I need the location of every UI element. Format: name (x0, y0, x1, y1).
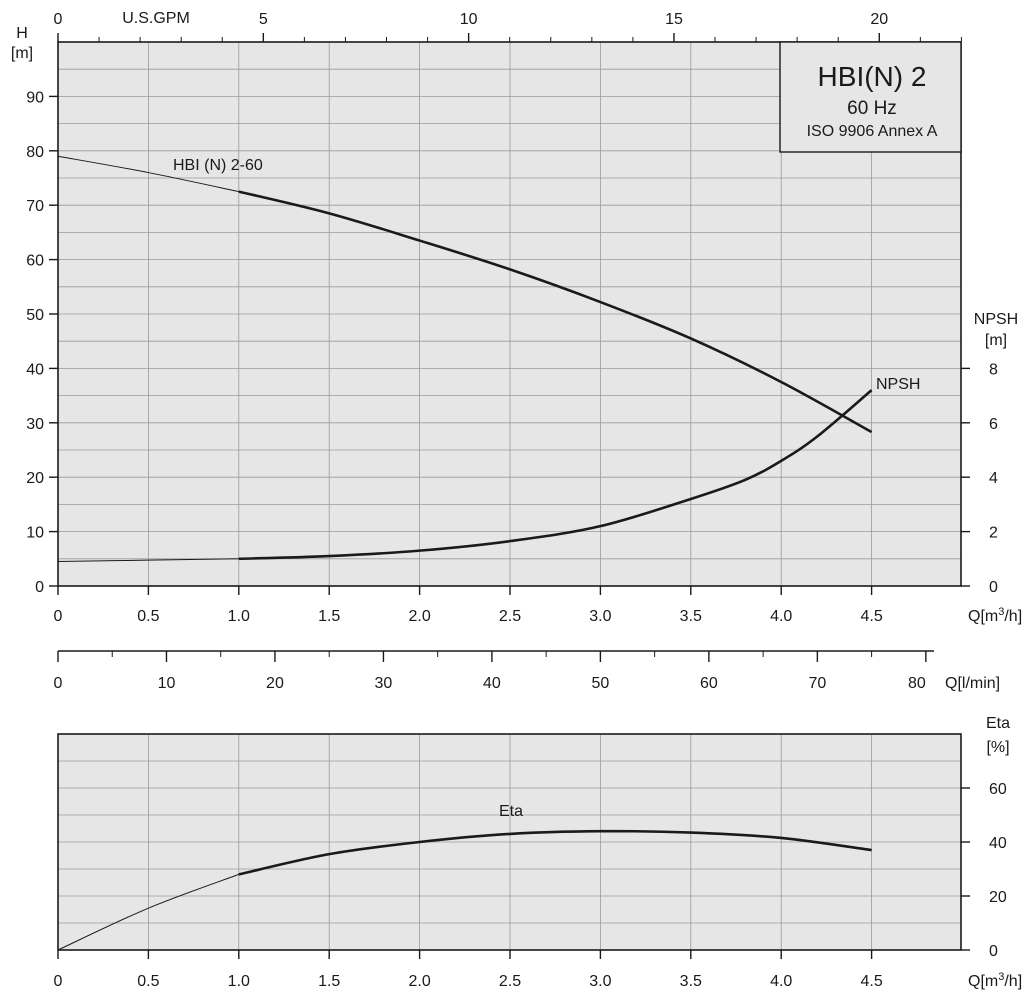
npsh-axis-unit: [m] (985, 332, 1007, 349)
head-x-tick-label: 4.0 (770, 608, 792, 625)
flow-unit-sup: 3 (998, 606, 1004, 618)
head-axes: 0 0.5 1.0 1.5 2.0 2.5 3.0 3.5 4.0 4.5010203040506… (26, 11, 998, 625)
eta-x-tick-label: 4.0 (770, 973, 792, 990)
lmin-tick-label: 10 (158, 675, 176, 692)
eta-x-tick-label: 1.0 (228, 973, 250, 990)
eta-curve (238, 829, 872, 876)
flow-unit-prefix: Q[m (968, 608, 998, 625)
gpm-tick-label: 10 (460, 11, 478, 28)
eta-y-tick-label: 40 (989, 835, 1007, 852)
eta-y-tick-label: 60 (989, 781, 1007, 798)
head-y-tick-label: 30 (26, 416, 44, 433)
head-axis-unit: [m] (11, 45, 33, 62)
npsh-curve-thin (57, 558, 239, 563)
npsh-y-tick-label: 4 (989, 470, 998, 487)
flow-axis-lmin-title: Q[l/min] (945, 675, 1000, 692)
head-x-tick-label: 1.5 (318, 608, 340, 625)
head-x-tick-label: 0.5 (137, 608, 159, 625)
gpm-tick-label: 15 (665, 11, 683, 28)
eta-grid (58, 734, 961, 950)
head-chart: 0 0.5 1.0 1.5 2.0 2.5 3.0 3.5 4.0 4.5010203040506… (11, 10, 1022, 625)
eta-curve-thin (57, 873, 239, 951)
flow-axis-lmin: 0 10 20 30 40 50 60 70 80 Q[l/min] (54, 650, 1000, 692)
head-y-tick-label: 10 (26, 525, 44, 542)
head-y-tick-label: 80 (26, 144, 44, 161)
legend-box: HBI(N) 2 60 Hz ISO 9906 Annex A (779, 41, 962, 153)
eta-x-tick-label: 3.0 (589, 973, 611, 990)
lmin-tick-label: 0 (54, 675, 63, 692)
npsh-curve (238, 389, 873, 561)
legend-box-frame (779, 41, 962, 153)
eta-x-axis-title: Q[m3/h] (968, 971, 1022, 990)
lmin-tick-label: 20 (266, 675, 284, 692)
eta-x-tick-label: 0.5 (137, 973, 159, 990)
eta-flow-unit-prefix: Q[m (968, 973, 998, 990)
eta-axis-unit: [%] (986, 739, 1009, 756)
eta-y-tick-label: 20 (989, 889, 1007, 906)
gpm-tick-label: 0 (54, 11, 63, 28)
lmin-tick-label: 60 (700, 675, 718, 692)
head-curves: HBI (N) 2-60 NPSH (57, 155, 920, 563)
npsh-axis-title: NPSH (974, 311, 1018, 328)
lmin-tick-label: 40 (483, 675, 501, 692)
eta-curves: Eta (57, 803, 872, 951)
eta-axis-title: Eta (986, 715, 1010, 732)
legend-frequency: 60 Hz (847, 98, 897, 119)
eta-y-tick-label: 0 (989, 943, 998, 960)
lmin-tick-label: 30 (375, 675, 393, 692)
eta-x-tick-label: 4.5 (860, 973, 882, 990)
head-y-tick-label: 20 (26, 470, 44, 487)
eta-x-tick-label: 3.5 (680, 973, 702, 990)
eta-axes: 0 0.5 1.0 1.5 2.0 2.5 3.0 3.5 4.0 4.5 0 20 40 60 (54, 781, 1007, 990)
npsh-y-tick-label: 8 (989, 361, 998, 378)
lmin-tick-label: 50 (592, 675, 610, 692)
head-y-tick-label: 70 (26, 198, 44, 215)
lmin-tick-label: 70 (808, 675, 826, 692)
head-curve-label: HBI (N) 2-60 (173, 157, 263, 174)
head-axis-title: H (16, 25, 28, 42)
head-y-tick-label: 0 (35, 579, 44, 596)
npsh-y-tick-label: 6 (989, 416, 998, 433)
head-x-tick-label: 4.5 (860, 608, 882, 625)
lmin-tick-label: 80 (908, 675, 926, 692)
head-x-tick-label: 2.5 (499, 608, 521, 625)
gpm-tick-label: 5 (259, 11, 268, 28)
npsh-curve-label: NPSH (876, 376, 920, 393)
head-y-tick-label: 40 (26, 361, 44, 378)
head-y-tick-label: 60 (26, 253, 44, 270)
flow-unit-suffix: /h] (1004, 608, 1022, 625)
flow-axis-lmin-ticks: 0 10 20 30 40 50 60 70 80 (54, 651, 927, 692)
head-x-tick-label: 3.0 (589, 608, 611, 625)
head-y-tick-label: 50 (26, 307, 44, 324)
head-x-tick-label: 2.0 (408, 608, 430, 625)
eta-x-tick-label: 2.0 (408, 973, 430, 990)
head-curve-thin (57, 155, 239, 193)
eta-flow-unit-sup: 3 (998, 971, 1004, 983)
top-axis-title: U.S.GPM (122, 10, 190, 27)
head-curve (238, 190, 873, 434)
gpm-tick-label: 20 (870, 11, 888, 28)
head-x-axis-title: Q[m3/h] (968, 606, 1022, 625)
head-x-tick-label: 3.5 (680, 608, 702, 625)
legend-model: HBI(N) 2 (818, 61, 927, 92)
npsh-y-tick-label: 2 (989, 525, 998, 542)
eta-x-tick-label: 2.5 (499, 973, 521, 990)
npsh-y-tick-label: 0 (989, 579, 998, 596)
eta-x-tick-label: 1.5 (318, 973, 340, 990)
eta-x-tick-label: 0 (54, 973, 63, 990)
head-x-tick-label: 0 (54, 608, 63, 625)
head-y-tick-label: 90 (26, 89, 44, 106)
head-x-tick-label: 1.0 (228, 608, 250, 625)
eta-curve-label: Eta (499, 803, 523, 820)
legend-standard: ISO 9906 Annex A (807, 123, 938, 140)
eta-flow-unit-suffix: /h] (1004, 973, 1022, 990)
